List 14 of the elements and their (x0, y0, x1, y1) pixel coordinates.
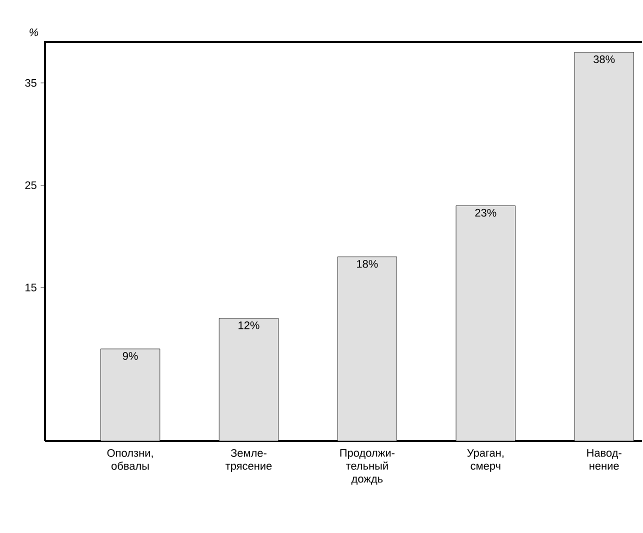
data-label: 12% (238, 321, 260, 330)
x-tick-label: Продолжи- тельный дождь (340, 449, 394, 485)
y-tick-label: 35 (25, 79, 36, 87)
y-tick-label: 25 (25, 181, 36, 190)
x-tick-label: Ураган, смерч (467, 449, 504, 472)
y-tick-label: 15 (26, 284, 36, 292)
data-label: 18% (357, 260, 378, 268)
data-label: 9% (122, 352, 138, 360)
data-label: 38% (594, 55, 615, 64)
x-tick-label: Навод- нение (587, 449, 622, 470)
data-label: 23% (475, 208, 496, 217)
x-tick-label: Земле- трясение (226, 449, 272, 472)
y-axis-title: % (30, 28, 38, 36)
x-tick-label: Оползни, обвалы (107, 449, 153, 470)
